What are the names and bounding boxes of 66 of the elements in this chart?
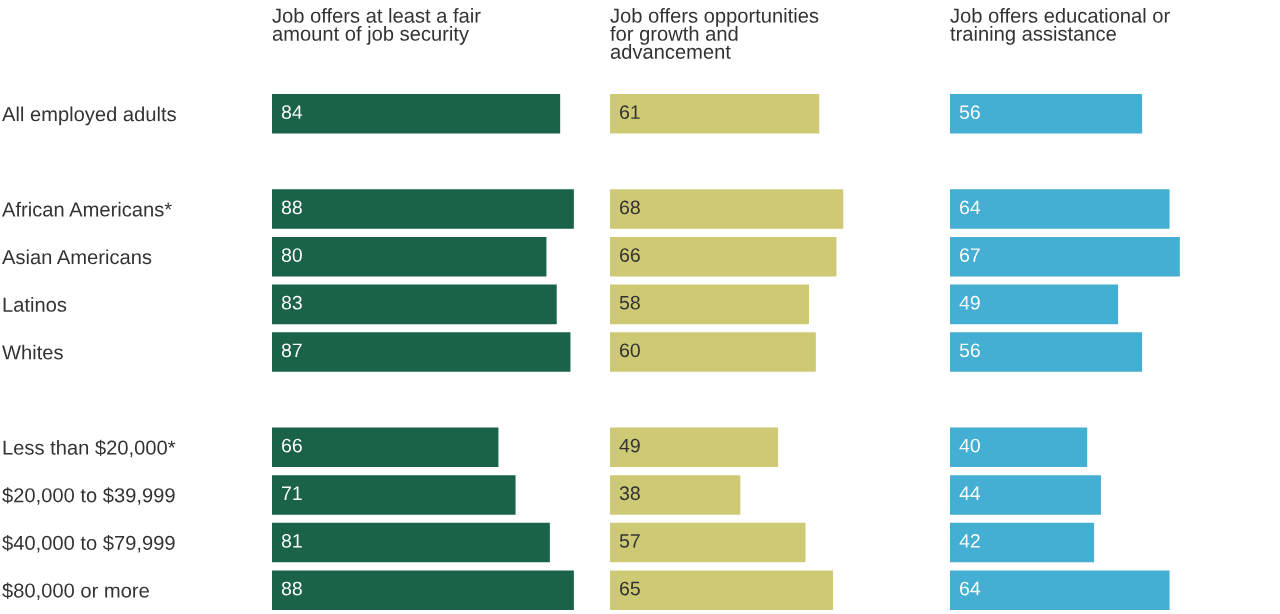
data-label: 56: [959, 105, 980, 120]
bar: [272, 236, 547, 277]
y-tick-label: $20,000 to $39,999: [2, 487, 175, 505]
data-label: 66: [282, 438, 302, 453]
data-label: 58: [619, 295, 640, 310]
chart-title: Job offers educational or training assistance: [950, 8, 1170, 45]
data-label: 38: [619, 486, 640, 501]
bar: [950, 570, 1170, 610]
bar: [272, 570, 574, 610]
bar: [272, 284, 557, 325]
y-tick-label: Asian Americans: [2, 249, 152, 265]
data-label: 83: [281, 295, 302, 310]
data-label: 71: [282, 486, 302, 500]
bar: [610, 475, 741, 515]
bar: [950, 284, 1119, 325]
data-label: 44: [959, 486, 981, 500]
bar: [272, 427, 499, 468]
data-label: 88: [281, 200, 302, 215]
bar: [950, 332, 1143, 372]
bar: [272, 94, 561, 134]
bar: [950, 427, 1088, 468]
bar: [610, 332, 816, 372]
bar: [610, 284, 809, 325]
bar: [950, 94, 1143, 134]
y-tick-label: African Americans*: [2, 201, 172, 217]
data-label: 49: [959, 295, 980, 310]
data-label: 42: [959, 534, 980, 548]
bar: [950, 236, 1180, 277]
bar: [610, 236, 837, 277]
data-label: 67: [960, 248, 980, 262]
data-label: 49: [619, 438, 640, 453]
bar: [950, 189, 1170, 229]
bar: [950, 522, 1095, 563]
data-label: 84: [281, 105, 303, 120]
data-label: 87: [281, 343, 302, 358]
data-label: 81: [281, 534, 302, 548]
bar: [610, 522, 806, 563]
data-label: 68: [620, 200, 640, 215]
data-label: 56: [959, 343, 980, 358]
bar: [610, 570, 833, 610]
data-label: 64: [960, 200, 981, 215]
data-label: 40: [959, 438, 980, 453]
y-tick-label: Latinos: [3, 297, 67, 312]
data-label: 88: [281, 581, 302, 596]
y-tick-label: Less than $20,000*: [3, 439, 176, 458]
bar: [272, 522, 550, 563]
data-label: 66: [620, 248, 640, 262]
bar: [950, 475, 1101, 515]
y-tick-label: Whites: [2, 344, 63, 360]
bar: [610, 94, 820, 134]
bar: [610, 189, 844, 229]
y-tick-label: $40,000 to $79,999: [2, 534, 175, 553]
chart-title: Job offers at least a fair amount of job security: [272, 8, 481, 45]
chart-title: Job offers opportunities for growth and advancement: [610, 8, 819, 59]
bar: [610, 427, 779, 468]
data-label: 61: [620, 105, 640, 120]
bar: [272, 475, 516, 515]
y-tick-label: All employed adults: [2, 106, 176, 126]
y-tick-label: $80,000 or more: [2, 582, 149, 601]
data-label: 60: [620, 343, 640, 358]
bar: [272, 332, 571, 372]
data-label: 65: [620, 581, 640, 596]
bar: [272, 189, 574, 229]
data-label: 64: [960, 581, 981, 596]
data-label: 57: [619, 534, 640, 548]
data-label: 80: [281, 248, 302, 262]
